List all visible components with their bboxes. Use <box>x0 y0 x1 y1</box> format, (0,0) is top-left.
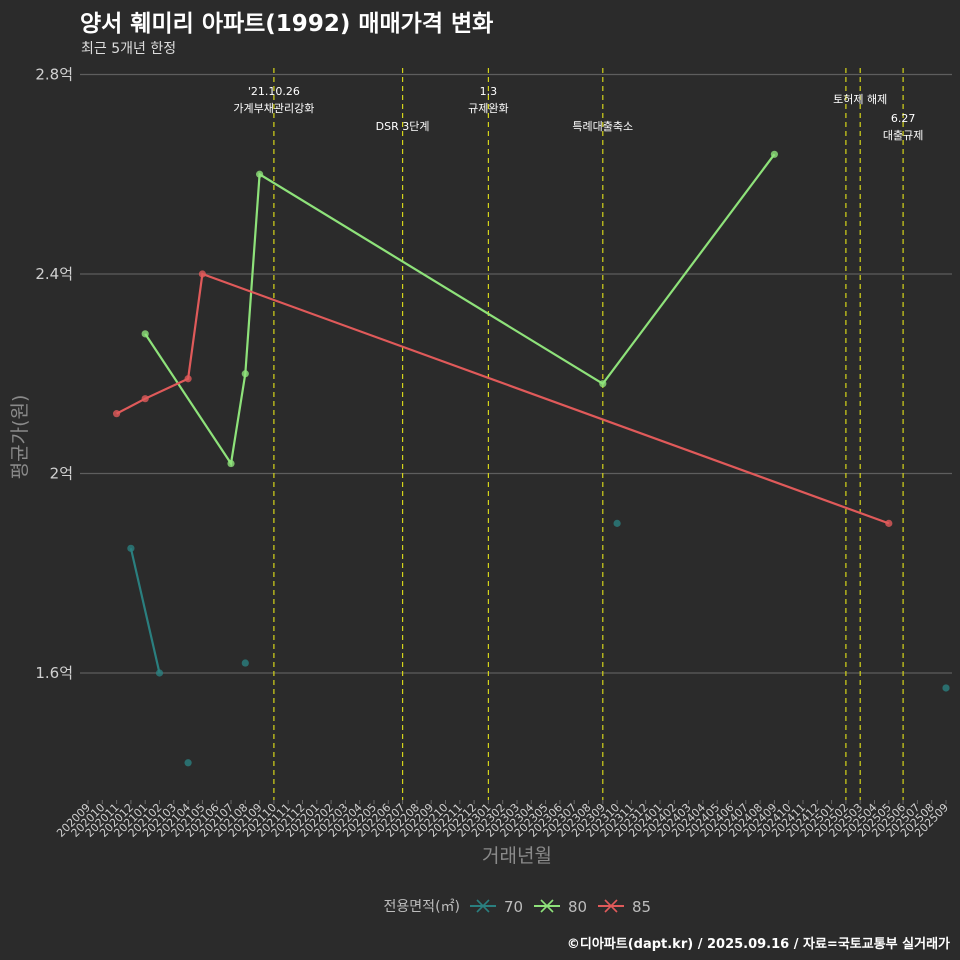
legend-key-mark-80 <box>540 899 554 913</box>
event-label: 대출규제 <box>883 129 923 142</box>
y-tick-label: 2.4억 <box>35 265 73 283</box>
data-point-85 <box>184 375 192 383</box>
chart-title: 양서 훼미리 아파트(1992) 매매가격 변화 <box>80 11 494 37</box>
data-point-80 <box>141 330 149 338</box>
line-chart: 1.6억2억2.4억2.8억20200920201020201120201220… <box>9 66 952 916</box>
series-line-85 <box>116 272 890 525</box>
legend-label-80: 80 <box>568 898 587 916</box>
data-point-70 <box>241 659 249 667</box>
legend-label-85: 85 <box>632 898 651 916</box>
data-point-85 <box>885 519 893 527</box>
data-point-80 <box>599 380 607 388</box>
data-point-80 <box>770 150 779 158</box>
event-label: 특례대출축소 <box>572 120 633 133</box>
data-point-85 <box>198 270 206 278</box>
legend-title: 전용면적(㎡) <box>384 899 460 915</box>
data-point-70 <box>613 519 621 527</box>
series-line-70 <box>129 548 161 674</box>
legend-label-70: 70 <box>504 898 523 916</box>
data-point-80 <box>227 459 235 468</box>
y-tick-label: 2.8억 <box>35 66 73 84</box>
data-point-85 <box>113 410 121 418</box>
event-label: '21.10.26 <box>248 85 300 98</box>
legend-key-mark-70 <box>476 899 490 913</box>
data-point-80 <box>241 370 249 378</box>
data-point-70 <box>155 669 164 677</box>
data-point-70 <box>184 759 192 767</box>
chart-subtitle: 최근 5개년 한정 <box>81 41 177 57</box>
event-label: 6.27 <box>891 112 916 125</box>
legend-key-mark-85 <box>604 899 618 913</box>
x-axis-title: 거래년월 <box>482 845 552 867</box>
series-line-80 <box>144 153 776 467</box>
event-label: 가계부채관리강화 <box>233 102 314 115</box>
data-point-70 <box>942 684 950 692</box>
event-label: 규제완화 <box>468 102 508 115</box>
source-caption: ©디아파트(dapt.kr) / 2025.09.16 / 자료=국토교통부 실… <box>566 937 950 952</box>
event-label: 1.3 <box>480 85 498 98</box>
data-point-85 <box>141 395 149 403</box>
event-label: DSR 3단계 <box>376 120 430 133</box>
data-point-70 <box>127 544 135 552</box>
y-tick-label: 2억 <box>50 465 73 483</box>
y-tick-label: 1.6억 <box>35 664 73 682</box>
event-label: 토허제 해제 <box>833 92 887 106</box>
data-point-80 <box>256 170 264 178</box>
y-axis-title: 평균가(원) <box>9 395 31 480</box>
